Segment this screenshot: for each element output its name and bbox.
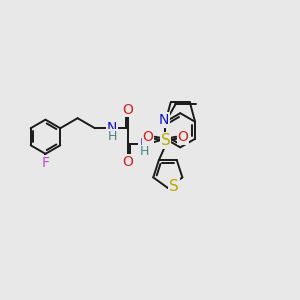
Text: S: S	[169, 179, 178, 194]
Text: O: O	[123, 155, 134, 169]
Text: F: F	[41, 156, 50, 170]
Text: O: O	[178, 130, 189, 144]
Text: N: N	[139, 136, 149, 151]
Text: N: N	[107, 121, 117, 135]
Text: N: N	[159, 113, 169, 127]
Text: O: O	[142, 130, 153, 144]
Text: O: O	[123, 103, 134, 117]
Text: H: H	[107, 130, 117, 143]
Text: S: S	[160, 134, 170, 148]
Text: H: H	[140, 145, 149, 158]
